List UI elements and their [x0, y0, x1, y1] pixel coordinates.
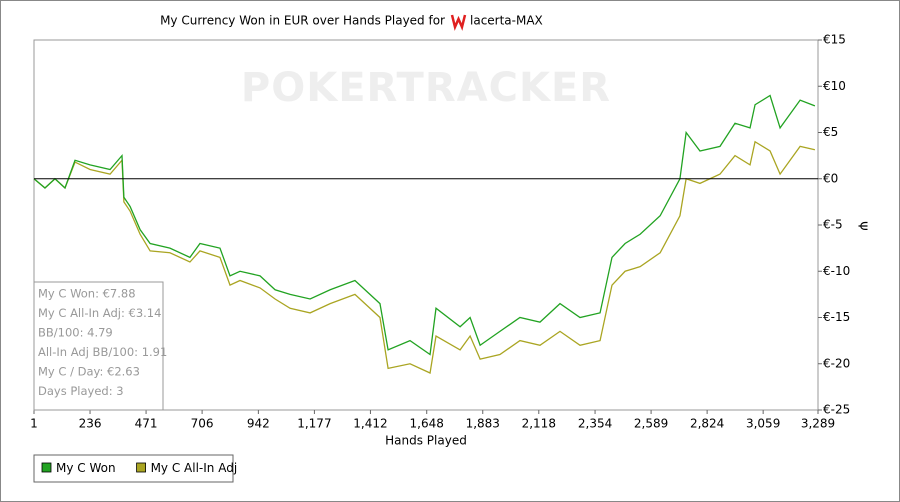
x-tick-label: 1,412: [353, 417, 387, 431]
chart-title: My Currency Won in EUR over Hands Played…: [160, 14, 445, 28]
x-tick-label: 1,883: [466, 417, 500, 431]
x-tick-label: 2,118: [522, 417, 556, 431]
legend-label: My C Won: [56, 461, 116, 475]
x-tick-label: 2,354: [578, 417, 612, 431]
y-tick-label: €10: [823, 79, 846, 93]
x-tick-label: 706: [191, 417, 214, 431]
watermark: POKERTRACKER: [241, 65, 611, 111]
y-tick-label: €-15: [823, 310, 850, 324]
x-tick-label: 2,589: [634, 417, 668, 431]
player-icon: [450, 13, 467, 31]
x-tick-label: 1,648: [410, 417, 444, 431]
stat-text: All-In Adj BB/100: 1.91: [38, 345, 167, 359]
x-tick-label: 1: [30, 417, 38, 431]
legend-swatch: [136, 462, 146, 473]
x-tick-label: 471: [135, 417, 158, 431]
x-tick-label: 2,824: [690, 417, 724, 431]
plot-area: [33, 39, 819, 411]
x-tick-label: 3,289: [801, 417, 835, 431]
y-tick-label: €-5: [823, 218, 843, 232]
x-axis-label: Hands Played: [385, 434, 467, 448]
legend-label: My C All-In Adj: [151, 461, 238, 475]
y-tick-label: €-25: [823, 403, 850, 417]
x-tick-label: 3,059: [746, 417, 780, 431]
stat-text: My C Won: €7.88: [38, 287, 136, 301]
y-axis-label: Ψ: [856, 221, 870, 230]
series-line: [33, 94, 816, 356]
series-line: [33, 140, 816, 374]
y-tick-label: €5: [823, 125, 838, 139]
y-tick-label: €-10: [823, 264, 850, 278]
stat-text: My C / Day: €2.63: [38, 365, 140, 379]
x-tick-label: 942: [247, 417, 270, 431]
y-tick-label: €0: [823, 171, 838, 185]
stat-text: Days Played: 3: [38, 384, 124, 398]
player-name: lacerta-MAX: [470, 14, 543, 28]
legend: [33, 454, 234, 483]
x-tick-label: 236: [79, 417, 102, 431]
stat-text: My C All-In Adj: €3.14: [38, 306, 161, 320]
legend-swatch: [41, 462, 52, 473]
x-tick-label: 1,177: [297, 417, 331, 431]
y-tick-label: €-20: [823, 356, 850, 370]
y-tick-label: €15: [823, 33, 846, 47]
stats-box: [33, 281, 164, 411]
stat-text: BB/100: 4.79: [38, 326, 113, 340]
